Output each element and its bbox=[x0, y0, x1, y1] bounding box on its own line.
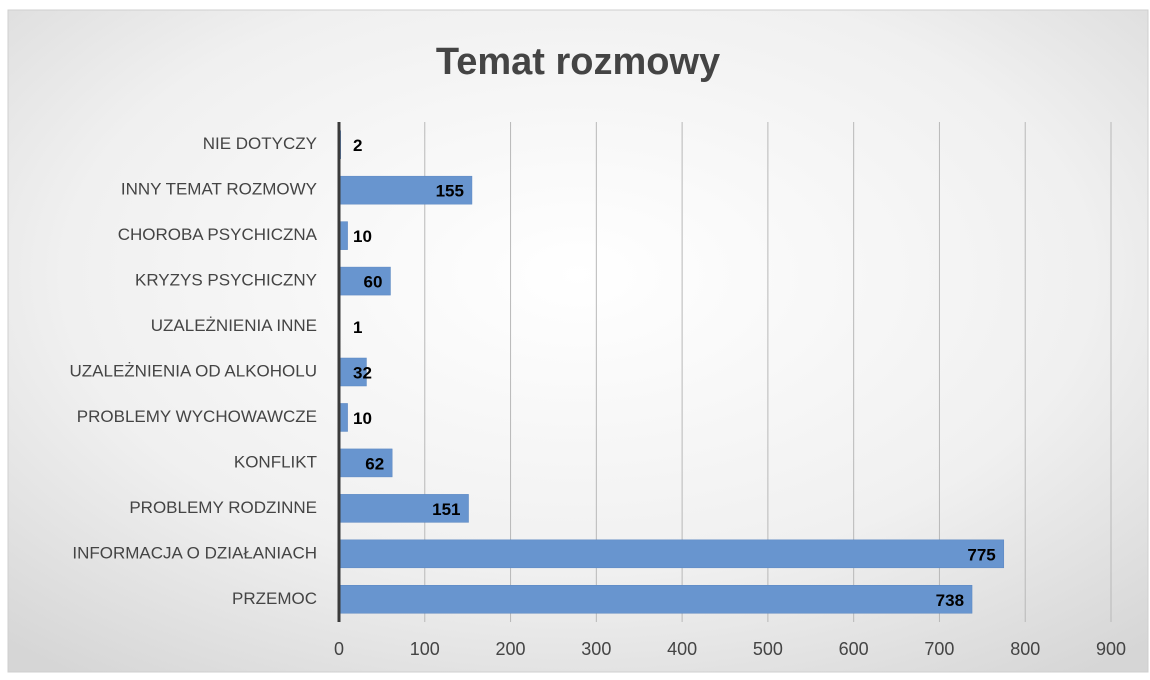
chart-background bbox=[7, 9, 1149, 673]
x-tick-label: 300 bbox=[581, 639, 611, 659]
data-label: 1 bbox=[353, 318, 362, 337]
data-label: 32 bbox=[353, 363, 372, 382]
x-tick-label: 500 bbox=[753, 639, 783, 659]
x-tick-label: 600 bbox=[839, 639, 869, 659]
y-tick-label: KONFLIKT bbox=[234, 452, 317, 471]
y-tick-label: PROBLEMY WYCHOWAWCZE bbox=[77, 407, 317, 426]
data-label: 155 bbox=[436, 182, 464, 201]
y-tick-label: CHOROBA PSYCHICZNA bbox=[118, 225, 318, 244]
y-tick-label: INNY TEMAT ROZMOWY bbox=[121, 180, 317, 199]
data-label: 738 bbox=[936, 591, 964, 610]
y-tick-label: UZALEŻNIENIA INNE bbox=[151, 316, 317, 335]
chart-title: Temat rozmowy bbox=[436, 41, 720, 83]
x-tick-label: 200 bbox=[496, 639, 526, 659]
x-tick-label: 0 bbox=[334, 639, 344, 659]
data-label: 151 bbox=[432, 500, 460, 519]
bar bbox=[338, 585, 973, 614]
x-tick-label: 800 bbox=[1010, 639, 1040, 659]
data-label: 62 bbox=[365, 454, 384, 473]
bar bbox=[338, 539, 1005, 569]
x-tick-label: 400 bbox=[667, 639, 697, 659]
data-label: 60 bbox=[364, 273, 383, 292]
bar bbox=[338, 266, 391, 296]
data-label: 2 bbox=[353, 136, 362, 155]
bar bbox=[338, 494, 469, 523]
y-tick-label: UZALEŻNIENIA OD ALKOHOLU bbox=[69, 361, 317, 380]
x-tick-label: 100 bbox=[410, 639, 440, 659]
bar bbox=[338, 357, 367, 387]
data-label: 10 bbox=[353, 227, 372, 246]
y-tick-label: INFORMACJA O DZIAŁANIACH bbox=[72, 543, 317, 562]
bar bbox=[338, 448, 393, 478]
bar bbox=[338, 175, 473, 205]
data-label: 10 bbox=[353, 409, 372, 428]
y-tick-label: KRYZYS PSYCHICZNY bbox=[135, 271, 317, 290]
y-tick-label: NIE DOTYCZY bbox=[203, 134, 317, 153]
x-tick-label: 900 bbox=[1096, 639, 1126, 659]
y-tick-label: PRZEMOC bbox=[232, 589, 317, 608]
x-tick-label: 700 bbox=[924, 639, 954, 659]
y-tick-label: PROBLEMY RODZINNE bbox=[129, 498, 317, 517]
data-label: 775 bbox=[967, 545, 995, 564]
